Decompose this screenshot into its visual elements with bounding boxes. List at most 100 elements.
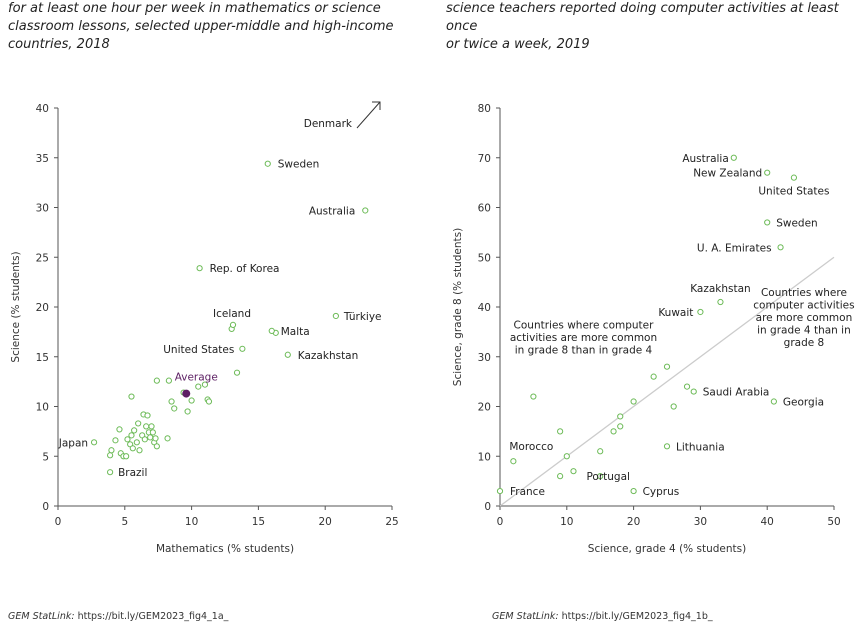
c1-offscale-arrow: [356, 101, 381, 129]
c1-data-point: [168, 398, 175, 405]
c2-point-label: Georgia: [783, 397, 824, 409]
c2-data-point: [717, 298, 724, 306]
c1-data-point: [201, 381, 209, 388]
left-subtitle-line: for at least one hour per week in mathem…: [8, 1, 381, 16]
c2-annotation-line: computer activities: [753, 299, 854, 311]
c1-data-point: [107, 469, 114, 476]
left-chart-subtitle: for at least one hour per week in mathem…: [8, 0, 408, 54]
c1-x-tick-label: 15: [252, 516, 265, 528]
c2-data-point: [697, 308, 704, 316]
c2-point-label: Lithuania: [676, 441, 725, 453]
c2-x-tick-label: 0: [497, 516, 504, 528]
c2-x-tick-label: 30: [694, 516, 707, 528]
c1-data-point: [124, 436, 131, 443]
c2-y-tick-label: 60: [478, 203, 491, 215]
c2-annotation-line: Countries where: [761, 287, 847, 299]
c2-data-point: [663, 363, 671, 370]
c1-y-tick-label: 35: [36, 153, 49, 165]
c2-data-point: [597, 448, 604, 455]
c1-data-point: [195, 383, 202, 390]
c1-x-tick-label: 20: [319, 516, 332, 528]
c1-data-point: [128, 432, 135, 439]
c2-point-label: Kuwait: [658, 307, 693, 319]
c2-data-point: [764, 219, 771, 226]
c1-data-point: [116, 426, 123, 433]
c1-data-point: [107, 452, 114, 459]
c1-y-tick-label: 10: [36, 402, 49, 414]
right-source-note: GEM StatLink: https://bit.ly/GEM2023_fig…: [492, 611, 713, 622]
c1-data-point: [233, 369, 241, 376]
left-source-link[interactable]: https://bit.ly/GEM2023_fig4_1a_: [77, 611, 229, 622]
c2-data-point: [570, 468, 577, 475]
c1-data-point: [229, 321, 237, 329]
c2-annotation-line: in grade 8 than in grade 4: [515, 344, 653, 356]
c1-data-point: [143, 423, 150, 430]
c1-data-point: [164, 435, 171, 442]
c2-data-point: [617, 423, 624, 430]
right-chart-subtitle: science teachers reported doing computer…: [446, 0, 858, 54]
c2-data-point: [790, 174, 798, 181]
c2-point-label: U. A. Emirates: [697, 242, 772, 254]
c1-x-tick-label: 10: [185, 516, 198, 528]
c1-point-label: Iceland: [213, 308, 251, 320]
c2-data-point: [670, 403, 677, 410]
c1-point-label: Sweden: [278, 159, 320, 171]
c1-y-axis-label: Science (% students): [10, 251, 22, 362]
c2-data-point: [496, 487, 504, 495]
c2-y-tick-label: 0: [484, 501, 491, 513]
left-source-note: GEM StatLink: https://bit.ly/GEM2023_fig…: [8, 611, 228, 622]
c2-x-tick-label: 10: [560, 516, 573, 528]
left-source-lead: GEM StatLink:: [8, 611, 75, 622]
c1-data-point: [147, 434, 154, 441]
c2-data-point: [777, 244, 784, 251]
c1-data-point: [152, 435, 159, 442]
c1-point-label: United States: [163, 344, 234, 356]
c2-annotation-line: activities are more common: [510, 332, 657, 344]
c2-point-label: Saudi Arabia: [703, 387, 770, 399]
c1-y-tick-label: 40: [36, 103, 49, 115]
c2-y-tick-label: 80: [478, 103, 491, 115]
c1-y-tick-label: 0: [42, 501, 49, 513]
c2-data-point: [630, 487, 637, 495]
c2-point-label: France: [510, 486, 545, 498]
c1-y-tick-label: 15: [36, 352, 49, 364]
c2-y-tick-label: 40: [478, 302, 491, 314]
c1-data-point: [135, 420, 142, 427]
c1-point-label: Kazakhstan: [298, 350, 359, 362]
c1-data-point: [153, 377, 160, 384]
c1-data-point: [205, 398, 213, 405]
c1-data-point: [284, 351, 291, 358]
c1-data-point: [149, 429, 156, 436]
c2-data-point: [557, 473, 564, 480]
right-source-link[interactable]: https://bit.ly/GEM2023_fig4_1b_: [561, 611, 713, 622]
c2-x-axis-label: Science, grade 4 (% students): [588, 543, 746, 555]
c1-data-point: [128, 393, 135, 400]
c2-point-label: Kazakhstan: [690, 283, 751, 295]
c2-data-point: [563, 453, 570, 460]
c2-data-point: [617, 413, 624, 420]
c2-diagonal-line: [499, 256, 835, 507]
c1-data-point: [108, 447, 115, 454]
c2-data-point: [690, 388, 697, 395]
c1-data-point: [184, 408, 191, 415]
c1-average-point: [182, 389, 191, 398]
c2-annotation-line: Countries where computer: [514, 319, 655, 331]
c1-point-label: Brazil: [118, 467, 147, 479]
c2-data-point: [663, 443, 671, 450]
c1-data-point: [133, 439, 140, 446]
c1-data-point: [165, 377, 172, 384]
c2-data-point: [530, 393, 537, 400]
c1-y-tick-label: 25: [36, 252, 49, 264]
c1-data-point: [90, 439, 98, 446]
c2-point-label: New Zealand: [693, 168, 762, 180]
c1-data-point: [171, 405, 178, 412]
c1-data-point: [264, 160, 271, 167]
right-subtitle-line: science teachers reported doing computer…: [446, 1, 839, 34]
c2-data-point: [683, 383, 691, 390]
c2-data-point: [764, 169, 771, 176]
c2-annotation-line: in grade 4 than in: [757, 324, 851, 336]
c1-point-label: Malta: [281, 326, 310, 338]
c2-data-point: [597, 473, 604, 480]
c1-data-point: [141, 436, 148, 443]
